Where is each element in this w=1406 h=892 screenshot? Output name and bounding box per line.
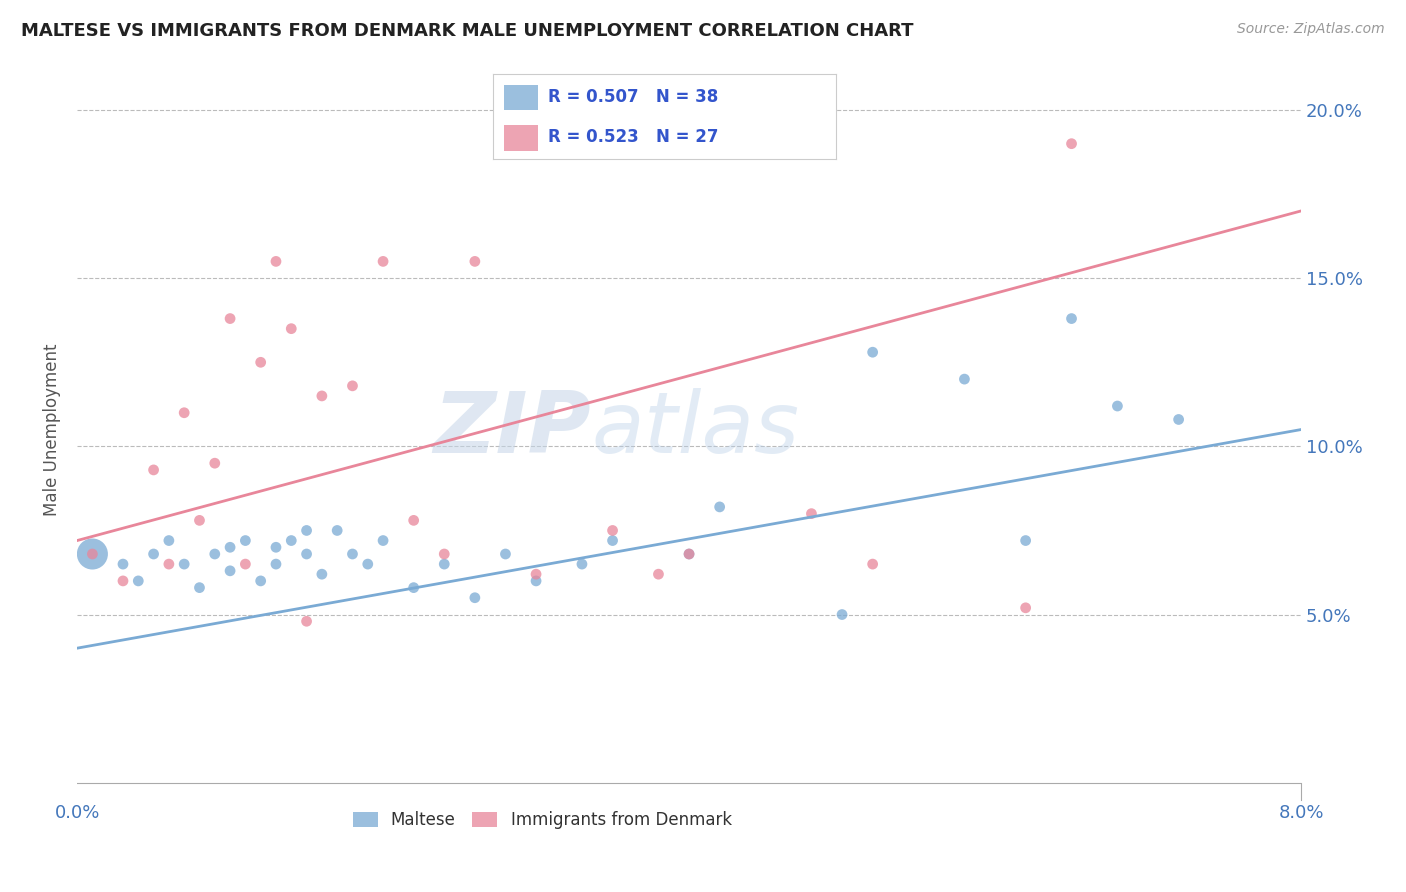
Point [280,321,302,335]
Point [157,557,180,571]
Point [1014,600,1036,615]
Point [219,311,242,326]
Point [127,574,149,588]
Point [524,574,547,588]
Point [295,524,318,538]
Point [862,345,884,359]
Point [464,591,486,605]
Point [249,355,271,369]
Point [219,541,242,555]
Point [173,406,195,420]
Text: atlas: atlas [591,388,799,471]
Point [142,547,165,561]
Point [571,557,593,571]
Point [647,567,669,582]
Point [311,567,333,582]
Point [82,547,104,561]
Text: ZIP: ZIP [433,388,591,471]
Point [433,557,456,571]
Point [678,547,700,561]
Point [342,547,364,561]
Point [524,567,547,582]
Point [831,607,853,622]
Point [1014,533,1036,548]
Point [173,557,195,571]
Point [862,557,884,571]
Point [357,557,380,571]
Point [295,547,318,561]
Legend: Maltese, Immigrants from Denmark: Maltese, Immigrants from Denmark [346,805,738,836]
Point [235,557,257,571]
Point [326,524,349,538]
Point [342,379,364,393]
Point [219,564,242,578]
Point [188,513,211,527]
Point [602,524,624,538]
Point [495,547,517,561]
Point [204,456,226,470]
Point [311,389,333,403]
Point [371,533,394,548]
Point [464,254,486,268]
Point [82,547,104,561]
Text: MALTESE VS IMMIGRANTS FROM DENMARK MALE UNEMPLOYMENT CORRELATION CHART: MALTESE VS IMMIGRANTS FROM DENMARK MALE … [21,22,914,40]
Point [111,557,134,571]
Point [433,547,456,561]
Point [157,533,180,548]
Point [1060,311,1083,326]
Point [188,581,211,595]
Point [709,500,731,514]
Point [264,541,287,555]
Point [264,254,287,268]
Point [235,533,257,548]
Point [295,614,318,628]
Point [1107,399,1129,413]
Point [800,507,823,521]
Point [142,463,165,477]
Point [678,547,700,561]
Point [280,533,302,548]
Point [204,547,226,561]
Point [1167,412,1189,426]
Point [602,533,624,548]
Y-axis label: Male Unemployment: Male Unemployment [44,343,60,516]
Point [402,513,425,527]
Point [249,574,271,588]
Point [111,574,134,588]
Point [1060,136,1083,151]
Point [371,254,394,268]
Point [264,557,287,571]
Point [953,372,976,386]
Point [402,581,425,595]
Text: Source: ZipAtlas.com: Source: ZipAtlas.com [1237,22,1385,37]
